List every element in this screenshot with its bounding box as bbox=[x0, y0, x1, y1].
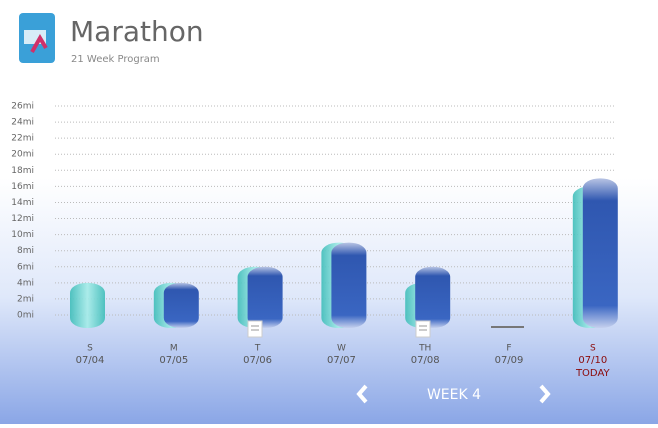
weekday-label: F bbox=[506, 344, 511, 354]
y-tick-label: 22mi bbox=[11, 134, 34, 144]
date-label: 07/04 bbox=[76, 355, 105, 366]
y-tick-label: 12mi bbox=[11, 214, 34, 224]
date-label: 07/05 bbox=[159, 355, 188, 366]
note-icon[interactable] bbox=[415, 320, 431, 338]
prev-week[interactable] bbox=[356, 384, 368, 404]
y-tick-label: 20mi bbox=[11, 150, 34, 160]
planned-bar bbox=[70, 282, 105, 328]
y-tick-label: 10mi bbox=[11, 230, 34, 240]
week-label: WEEK 4 bbox=[427, 387, 481, 403]
y-tick-label: 8mi bbox=[17, 246, 34, 256]
y-tick-label: 16mi bbox=[11, 182, 34, 192]
actual-bar bbox=[247, 266, 283, 328]
date-label: 07/09 bbox=[495, 355, 524, 366]
subtitle: 21 Week Program bbox=[71, 54, 160, 65]
actual-bar bbox=[582, 178, 618, 328]
y-tick-label: 26mi bbox=[11, 102, 34, 112]
title: Marathon bbox=[70, 15, 204, 48]
y-tick-label: 18mi bbox=[11, 166, 34, 176]
weekday-label: W bbox=[337, 344, 346, 354]
today-label: TODAY bbox=[575, 368, 611, 379]
y-tick-label: 14mi bbox=[11, 198, 34, 208]
y-tick-label: 6mi bbox=[17, 262, 34, 272]
y-tick-label: 4mi bbox=[17, 278, 34, 288]
actual-bar bbox=[163, 282, 199, 328]
weekday-label: TH bbox=[418, 344, 431, 354]
next-week[interactable] bbox=[539, 384, 551, 404]
weekday-label: M bbox=[170, 344, 178, 354]
weekday-label: T bbox=[254, 344, 261, 354]
weekday-label: S bbox=[590, 344, 596, 354]
date-label: 07/08 bbox=[411, 355, 440, 366]
actual-bar bbox=[415, 266, 451, 328]
app-icon bbox=[19, 13, 55, 63]
y-tick-label: 0mi bbox=[17, 311, 34, 321]
date-label: 07/10 bbox=[578, 355, 607, 366]
note-icon[interactable] bbox=[247, 320, 263, 338]
date-label: 07/06 bbox=[243, 355, 272, 366]
date-label: 07/07 bbox=[327, 355, 356, 366]
actual-bar bbox=[331, 242, 367, 328]
y-tick-label: 24mi bbox=[11, 118, 34, 128]
weekday-label: S bbox=[87, 344, 93, 354]
y-tick-label: 2mi bbox=[17, 294, 34, 304]
